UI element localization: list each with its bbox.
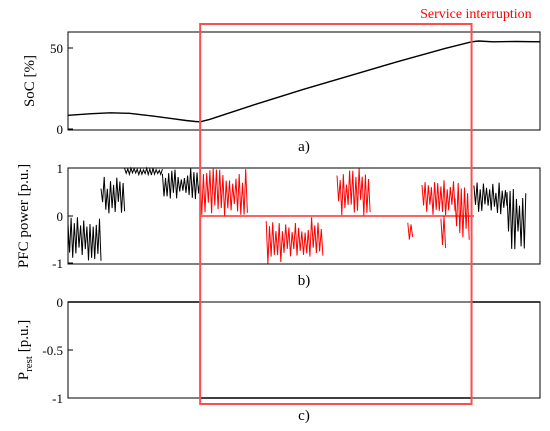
panel-a: 50 0 SoC [%] a) <box>22 31 541 155</box>
pfc-red-segment-5 <box>440 216 447 249</box>
pfc-black-segment-1 <box>100 176 126 214</box>
panel-b-ytick-0: 0 <box>57 209 64 224</box>
service-interruption-annotation: Service interruption <box>199 7 532 405</box>
panel-b: 1 0 -1 PFC power [p.u.] b) <box>16 161 541 289</box>
panel-b-ytick-m1: -1 <box>52 256 63 271</box>
panel-a-ylabel: SoC [%] <box>22 55 38 107</box>
pfc-red-segment-0 <box>199 167 248 216</box>
panel-b-ylabel: PFC power [p.u.] <box>16 164 32 268</box>
service-interruption-box <box>199 23 473 405</box>
panel-c-label: c) <box>298 408 310 424</box>
pfc-black-segment-2 <box>124 166 163 177</box>
panel-c-ylabel-sub: rest <box>23 356 35 372</box>
panel-c-frame <box>67 301 541 399</box>
pfc-red-segment-3 <box>407 222 414 240</box>
pfc-red-segment-4 <box>421 180 456 216</box>
pfc-red-segment-1 <box>265 217 324 264</box>
panel-c-ytick-m05: -0.5 <box>42 343 63 358</box>
pfc-series-red <box>199 167 470 264</box>
panel-c-ytick-0: 0 <box>57 295 64 310</box>
pfc-black-segment-0 <box>67 217 102 261</box>
service-interruption-label: Service interruption <box>420 7 532 22</box>
pfc-red-segment-6 <box>454 182 470 240</box>
panel-a-ytick-0: 0 <box>57 122 64 137</box>
prest-series-line <box>68 301 540 399</box>
panel-b-ytick-1: 1 <box>57 161 64 176</box>
panel-a-label: a) <box>298 139 310 155</box>
panel-c-ylabel-unit: [p.u.] <box>16 320 32 356</box>
pfc-black-segment-5 <box>506 188 527 250</box>
panel-a-ytick-50: 50 <box>50 41 63 56</box>
pfc-red-segment-2 <box>336 168 371 216</box>
panel-c: 0 -0.5 -1 Prest [p.u.] c) <box>16 295 541 424</box>
panel-c-ylabel-main: P <box>16 372 32 380</box>
pfc-series-black <box>67 166 527 261</box>
pfc-black-segment-4 <box>473 182 508 215</box>
panel-a-frame <box>67 31 541 131</box>
panel-b-label: b) <box>298 273 311 289</box>
pfc-black-segment-3 <box>161 168 201 200</box>
soc-series-line <box>67 40 541 123</box>
panel-c-ytick-m1: -1 <box>52 391 63 406</box>
panel-c-ylabel: Prest [p.u.] <box>16 320 35 380</box>
